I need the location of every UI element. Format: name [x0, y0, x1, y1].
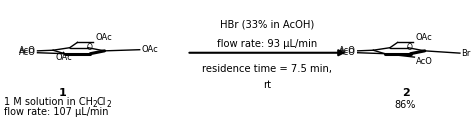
- Text: OAc: OAc: [141, 45, 158, 54]
- Text: AcO: AcO: [19, 48, 36, 57]
- Text: flow rate: 107 μL/min: flow rate: 107 μL/min: [4, 107, 108, 117]
- Text: Br: Br: [461, 49, 471, 58]
- Text: 1 M solution in CH: 1 M solution in CH: [4, 97, 93, 107]
- Text: OAc: OAc: [55, 53, 72, 62]
- Text: O: O: [406, 43, 412, 52]
- Text: Cl: Cl: [96, 97, 106, 107]
- Text: 1: 1: [58, 88, 66, 98]
- Text: AcO: AcO: [339, 48, 356, 57]
- Text: OAc: OAc: [416, 33, 432, 42]
- Text: flow rate: 93 μL/min: flow rate: 93 μL/min: [217, 39, 318, 49]
- Text: AcO: AcO: [416, 57, 433, 67]
- Text: 2: 2: [106, 100, 111, 109]
- Text: AcO: AcO: [339, 46, 356, 55]
- Text: rt: rt: [264, 80, 272, 90]
- Text: 2: 2: [92, 100, 97, 109]
- Text: 2: 2: [401, 88, 410, 98]
- Text: O: O: [86, 43, 92, 52]
- Text: residence time = 7.5 min,: residence time = 7.5 min,: [202, 64, 332, 74]
- Text: 86%: 86%: [395, 100, 416, 110]
- Text: HBr (33% in AcOH): HBr (33% in AcOH): [220, 20, 315, 30]
- Text: OAc: OAc: [95, 33, 112, 42]
- Text: AcO: AcO: [19, 46, 36, 55]
